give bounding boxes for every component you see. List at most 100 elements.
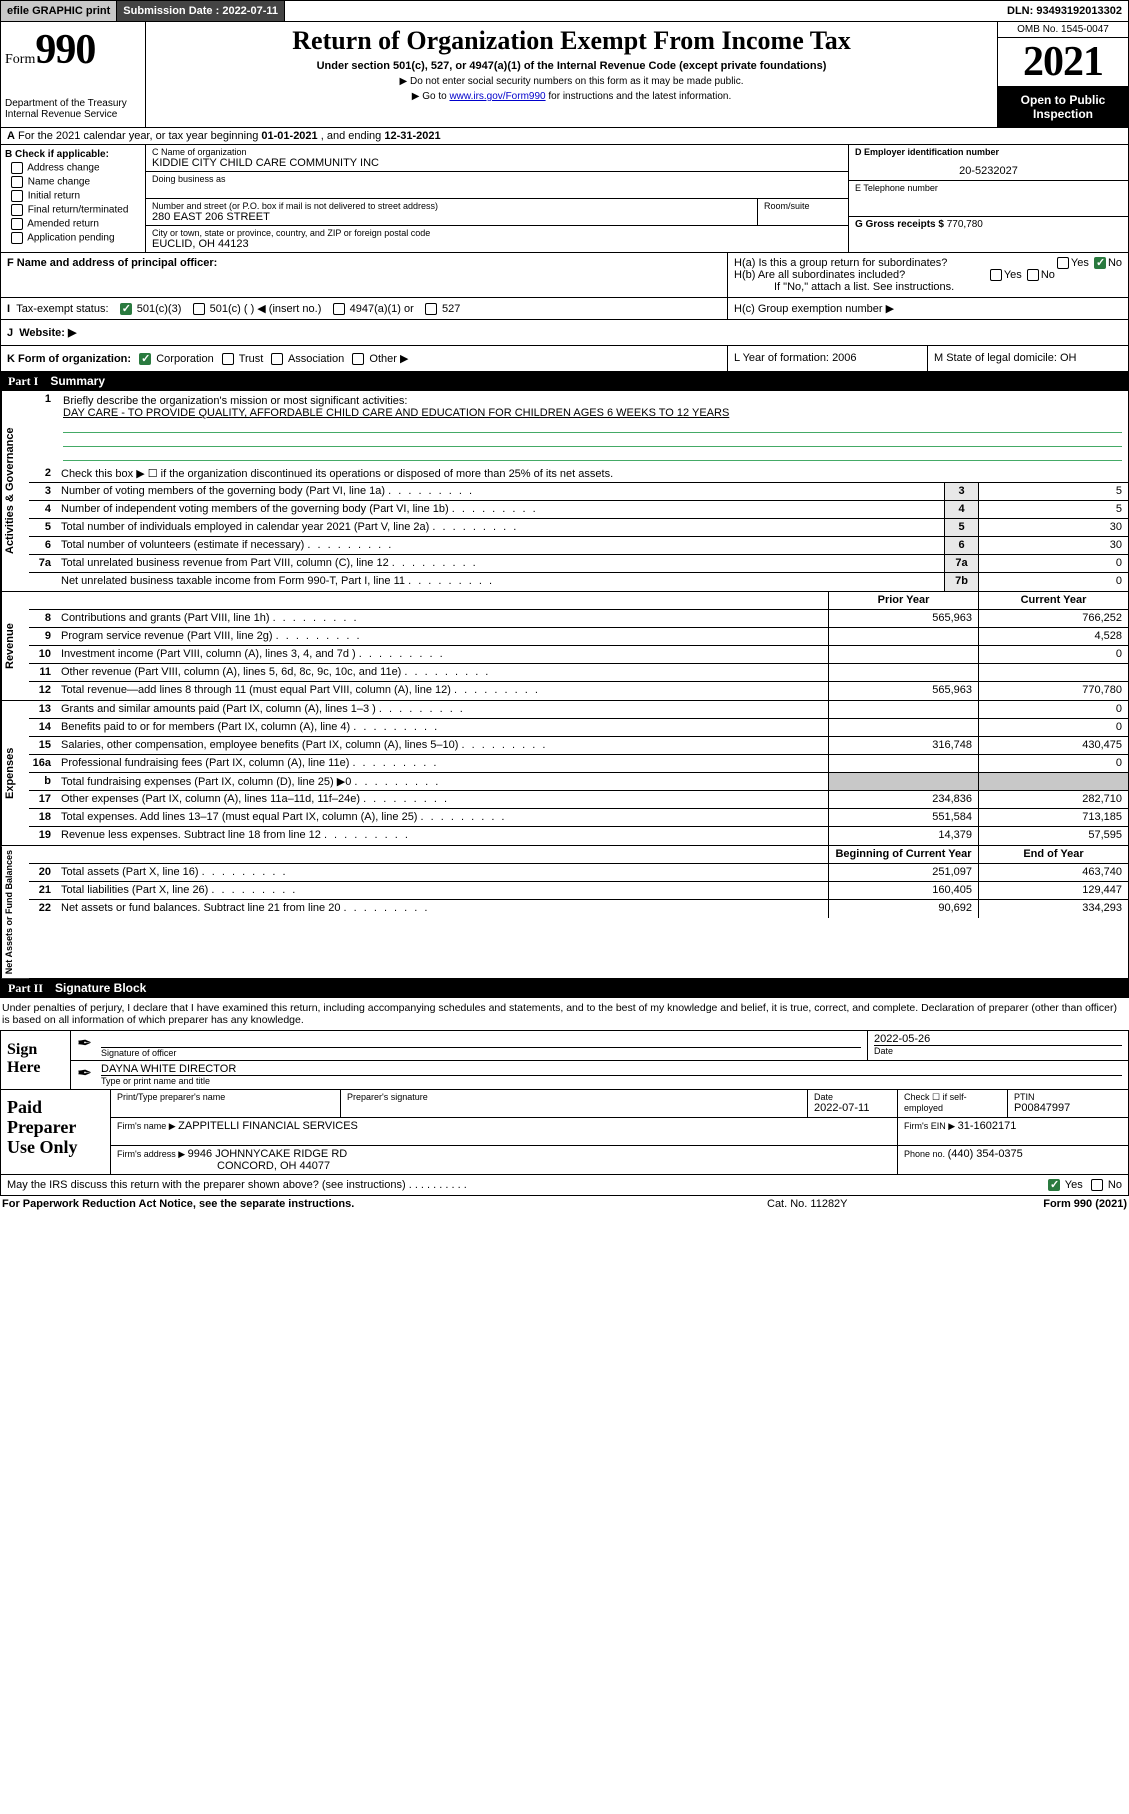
form-footer: Form 990 (2021) [967,1198,1127,1210]
line-19: 19 Revenue less expenses. Subtract line … [29,827,1128,845]
form-990-logo: Form990 [5,26,141,74]
firm-addr-label: Firm's address ▶ [117,1149,185,1159]
l-label: L Year of formation: [734,352,829,364]
tax-year-end: 12-31-2021 [384,130,440,142]
may-yes[interactable] [1048,1179,1060,1191]
prep-date: 2022-07-11 [814,1102,869,1114]
side-governance: Activities & Governance [1,391,29,591]
cb-final-return[interactable]: Final return/terminated [9,204,141,216]
part1-name: Summary [50,374,105,389]
rowA-mid: , and ending [321,130,385,142]
submission-date-chip: Submission Date : 2022-07-11 [117,1,285,21]
firm-addr2: CONCORD, OH 44077 [217,1160,330,1172]
form-subtitle: Under section 501(c), 527, or 4947(a)(1)… [154,60,989,72]
part1-summary: Activities & Governance 1 Briefly descri… [0,391,1129,979]
cb-corp[interactable] [139,353,151,365]
paid-preparer-block: Paid Preparer Use Only Print/Type prepar… [0,1090,1129,1175]
firm-addr1: 9946 JOHNNYCAKE RIDGE RD [188,1148,348,1160]
cb-other[interactable] [352,353,364,365]
gross-value: 770,780 [947,219,983,230]
col-c-org: C Name of organization KIDDIE CITY CHILD… [146,145,848,252]
cb-assoc[interactable] [271,353,283,365]
org-name: KIDDIE CITY CHILD CARE COMMUNITY INC [152,157,842,169]
paid-label: Paid Preparer Use Only [1,1090,111,1174]
e-phone-cell: E Telephone number [849,181,1128,217]
cb-501c[interactable] [193,303,205,315]
group-netassets: Net Assets or Fund Balances Beginning of… [1,846,1128,978]
ha-no[interactable] [1094,257,1106,269]
line-3: 3 Number of voting members of the govern… [29,483,1128,501]
cb-trust[interactable] [222,353,234,365]
m-value: OH [1060,352,1077,364]
row-i-hc: I Tax-exempt status: 501(c)(3) 501(c) ( … [0,298,1129,320]
cb-4947[interactable] [333,303,345,315]
b-header: B Check if applicable: [5,149,141,160]
part2-name: Signature Block [55,981,146,996]
line-7a: 7a Total unrelated business revenue from… [29,555,1128,573]
city-label: City or town, state or province, country… [152,228,842,238]
l-year-formation: L Year of formation: 2006 [728,346,928,371]
cb-address-change[interactable]: Address change [9,162,141,174]
street-value: 280 EAST 206 STREET [152,211,751,223]
goto-post: for instructions and the latest informat… [546,91,732,102]
dept-treasury: Department of the Treasury [5,98,141,109]
cb-amended-return[interactable]: Amended return [9,218,141,230]
irs-link[interactable]: www.irs.gov/Form990 [449,91,545,102]
hb-yes[interactable] [990,269,1002,281]
header-right: OMB No. 1545-0047 2021 Open to Public In… [998,22,1128,127]
cb-527[interactable] [425,303,437,315]
submission-date-value: 2022-07-11 [222,5,278,17]
f-officer: F Name and address of principal officer: [1,253,728,297]
submission-date-label: Submission Date : [123,5,219,17]
street-label: Number and street (or P.O. box if mail i… [152,201,751,211]
cb-application-pending[interactable]: Application pending [9,232,141,244]
sign-date: 2022-05-26 [874,1033,1122,1045]
website-label: Website: ▶ [19,327,76,339]
line2-text: Check this box ▶ ☐ if the organization d… [57,465,1128,482]
block-bcde: B Check if applicable: Address change Na… [0,145,1129,253]
ha-text: H(a) Is this a group return for subordin… [734,257,947,269]
gross-label: G Gross receipts $ [855,219,944,230]
efile-print-button[interactable]: efile GRAPHIC print [1,1,117,21]
firm-name-label: Firm's name ▶ [117,1121,176,1131]
header-left: Form990 Department of the Treasury Inter… [1,22,146,127]
cat-no: Cat. No. 11282Y [767,1198,967,1210]
form-title: Return of Organization Exempt From Incom… [154,26,989,56]
phone-label: E Telephone number [855,183,1122,193]
rowA-pre: For the 2021 calendar year, or tax year … [18,130,261,142]
hdr-begin: Beginning of Current Year [828,846,978,863]
c-name-cell: C Name of organization KIDDIE CITY CHILD… [146,145,848,172]
side-expenses: Expenses [1,701,29,845]
group-expenses: Expenses 13 Grants and similar amounts p… [1,701,1128,846]
goto-pre: ▶ Go to [412,91,450,102]
c-street-row: Number and street (or P.O. box if mail i… [146,199,848,226]
officer-name-label: Type or print name and title [101,1076,210,1086]
tax-year-begin: 01-01-2021 [261,130,317,142]
line-5: 5 Total number of individuals employed i… [29,519,1128,537]
open-inspection: Open to Public Inspection [998,86,1128,127]
l-value: 2006 [832,352,856,364]
hb-no[interactable] [1027,269,1039,281]
page-footer: For Paperwork Reduction Act Notice, see … [0,1196,1129,1212]
sign-here-block: Sign Here ✒ Signature of officer 2022-05… [0,1031,1129,1090]
line1-label: Briefly describe the organization's miss… [63,395,407,407]
cb-501c3[interactable] [120,303,132,315]
ha-yes[interactable] [1057,257,1069,269]
dln-label: DLN: [1007,5,1033,17]
cb-initial-return[interactable]: Initial return [9,190,141,202]
group-governance: Activities & Governance 1 Briefly descri… [1,391,1128,592]
cb-name-change[interactable]: Name change [9,176,141,188]
may-no[interactable] [1091,1179,1103,1191]
firm-name: ZAPPITELLI FINANCIAL SERVICES [178,1120,358,1132]
self-emp-label: Check ☐ if self-employed [904,1092,967,1113]
prep-sig-label: Preparer's signature [347,1092,428,1102]
line-7b: Net unrelated business taxable income fr… [29,573,1128,591]
irs-label: Internal Revenue Service [5,109,141,120]
h-group: H(a) Is this a group return for subordin… [728,253,1128,297]
line-b: b Total fundraising expenses (Part IX, c… [29,773,1128,791]
sign-here-label: Sign Here [1,1031,71,1089]
part2-num: Part II [8,981,43,996]
firm-ein-label: Firm's EIN ▶ [904,1121,955,1131]
sig-officer-label: Signature of officer [101,1048,176,1058]
room-label: Room/suite [764,201,842,211]
